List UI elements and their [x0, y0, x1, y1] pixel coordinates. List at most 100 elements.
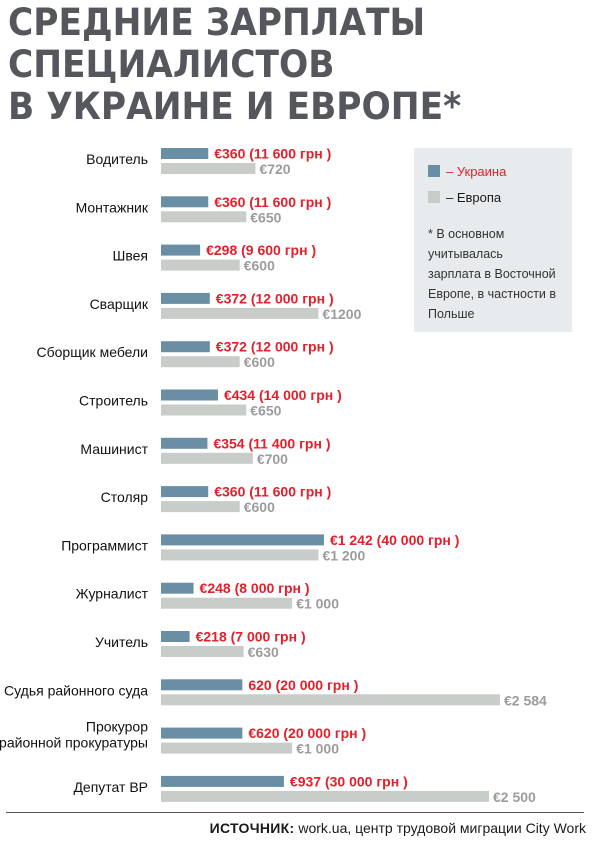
legend-swatch-europe — [428, 191, 440, 203]
legend-footnote: * В основном учитывалась зарплата в Вост… — [428, 227, 557, 321]
category-label-line: Прокурор — [86, 719, 148, 735]
source-text: work.ua, центр трудовой миграции City Wo… — [298, 820, 586, 836]
source-label: ИСТОЧНИК: — [209, 820, 295, 836]
europe-value-label: €600 — [244, 258, 275, 274]
ukraine-bar — [161, 727, 243, 739]
europe-value-label: €1 000 — [296, 596, 339, 612]
ukraine-uah-value: (11 600 грн ) — [249, 194, 331, 210]
title-line-3: в Украине и Европе* — [8, 85, 462, 128]
ukraine-bar — [161, 679, 243, 691]
ukraine-uah-value: (11 400 грн ) — [248, 435, 330, 451]
europe-bar — [161, 597, 293, 609]
ukraine-uah-value: (7 000 грн ) — [231, 629, 306, 645]
ukraine-bar — [161, 148, 209, 159]
ukraine-value-label: €298 (9 600 грн ) — [206, 242, 316, 258]
europe-bar — [161, 307, 319, 319]
ukraine-bar — [161, 389, 218, 401]
europe-value-label: €600 — [244, 499, 275, 515]
ukraine-eur-value: €354 — [213, 435, 248, 451]
ukraine-eur-value: €298 — [206, 242, 241, 258]
bottom-divider — [6, 812, 584, 813]
ukraine-eur-value: €218 — [196, 629, 231, 645]
ukraine-eur-value: 620 — [248, 677, 275, 693]
legend-item-ukraine: – Украина — [428, 158, 558, 184]
europe-bar — [161, 211, 247, 223]
category-label-line: районной прокуратуры — [0, 735, 148, 751]
category-label: Сборщик мебели — [37, 344, 148, 360]
europe-bar — [161, 646, 244, 657]
ukraine-uah-value: (12 000 грн ) — [251, 339, 334, 355]
ukraine-eur-value: €248 — [200, 580, 235, 596]
europe-value-label: €2 500 — [493, 789, 536, 805]
ukraine-uah-value: (14 000 грн ) — [259, 387, 342, 403]
ukraine-eur-value: €372 — [216, 290, 251, 306]
europe-bar — [161, 501, 240, 513]
legend-swatch-ukraine — [428, 165, 440, 177]
europe-value-label: €1200 — [322, 306, 361, 322]
ukraine-value-label: €620 (20 000 грн ) — [248, 725, 366, 741]
europe-bar — [161, 452, 253, 464]
category-label: Машинист — [80, 441, 148, 457]
europe-bar — [161, 694, 501, 706]
europe-bar — [161, 404, 247, 416]
europe-value-label: €650 — [250, 403, 281, 419]
ukraine-eur-value: €360 — [214, 146, 249, 162]
europe-value-label: €720 — [259, 161, 290, 177]
ukraine-value-label: €218 (7 000 грн ) — [196, 629, 306, 645]
ukraine-value-label: €372 (12 000 грн ) — [216, 290, 334, 306]
category-label: Прокурор районной прокуратуры — [0, 719, 148, 751]
europe-bar — [161, 259, 240, 271]
legend-label-ukraine: – Украина — [446, 163, 507, 179]
ukraine-value-label: €372 (12 000 грн ) — [216, 339, 334, 355]
ukraine-uah-value: (11 600 грн ) — [249, 484, 331, 500]
category-label: Учитель — [95, 634, 148, 650]
ukraine-eur-value: €620 — [248, 725, 283, 741]
ukraine-bar — [161, 196, 209, 208]
category-label: Программист — [61, 537, 148, 553]
ukraine-bar — [161, 244, 201, 256]
ukraine-eur-value: €1 242 — [330, 532, 377, 548]
ukraine-eur-value: €372 — [216, 339, 251, 355]
category-label: Строитель — [79, 393, 148, 409]
ukraine-value-label: 620 (20 000 грн ) — [248, 677, 358, 693]
ukraine-bar — [161, 631, 190, 642]
ukraine-value-label: €434 (14 000 грн ) — [224, 387, 342, 403]
ukraine-value-label: €248 (8 000 грн ) — [200, 580, 310, 596]
europe-bar — [161, 163, 256, 174]
europe-value-label: €700 — [257, 451, 288, 467]
ukraine-uah-value: (12 000 грн ) — [251, 290, 334, 306]
europe-value-label: €2 584 — [504, 692, 547, 708]
ukraine-uah-value: (30 000 грн ) — [325, 773, 408, 789]
ukraine-value-label: €1 242 (40 000 грн ) — [330, 532, 459, 548]
ukraine-bar — [161, 775, 284, 787]
europe-bar — [161, 356, 240, 368]
legend-item-europe: – Европа — [428, 184, 558, 210]
ukraine-uah-value: (20 000 грн ) — [283, 725, 366, 741]
europe-value-label: €1 200 — [322, 547, 365, 563]
ukraine-value-label: €354 (11 400 грн ) — [213, 435, 330, 451]
legend-box: – Украина – Европа * В основном учитывал… — [414, 148, 572, 332]
chart-title: Средние зарплаты специалистов в Украине … — [8, 2, 461, 128]
ukraine-uah-value: (8 000 грн ) — [235, 580, 310, 596]
europe-value-label: €650 — [250, 209, 281, 225]
ukraine-value-label: €360 (11 600 грн ) — [214, 146, 331, 162]
ukraine-eur-value: €434 — [224, 387, 259, 403]
ukraine-uah-value: (20 000 грн ) — [276, 677, 359, 693]
ukraine-value-label: €360 (11 600 грн ) — [214, 194, 331, 210]
europe-bar — [161, 742, 293, 754]
europe-value-label: €1 000 — [296, 741, 339, 757]
ukraine-bar — [161, 486, 209, 498]
europe-bar — [161, 790, 489, 802]
europe-value-label: €600 — [244, 354, 275, 370]
category-label: Столяр — [101, 489, 149, 505]
europe-bar — [161, 549, 319, 561]
category-label: Депутат ВР — [73, 779, 148, 795]
category-label: Журналист — [76, 586, 149, 602]
ukraine-uah-value: (40 000 грн ) — [377, 532, 460, 548]
source-line: ИСТОЧНИК: work.ua, центр трудовой миграц… — [210, 820, 586, 836]
ukraine-eur-value: €937 — [290, 773, 325, 789]
category-label: Сварщик — [90, 296, 149, 312]
ukraine-uah-value: (9 600 грн ) — [241, 242, 316, 258]
ukraine-eur-value: €360 — [214, 194, 249, 210]
